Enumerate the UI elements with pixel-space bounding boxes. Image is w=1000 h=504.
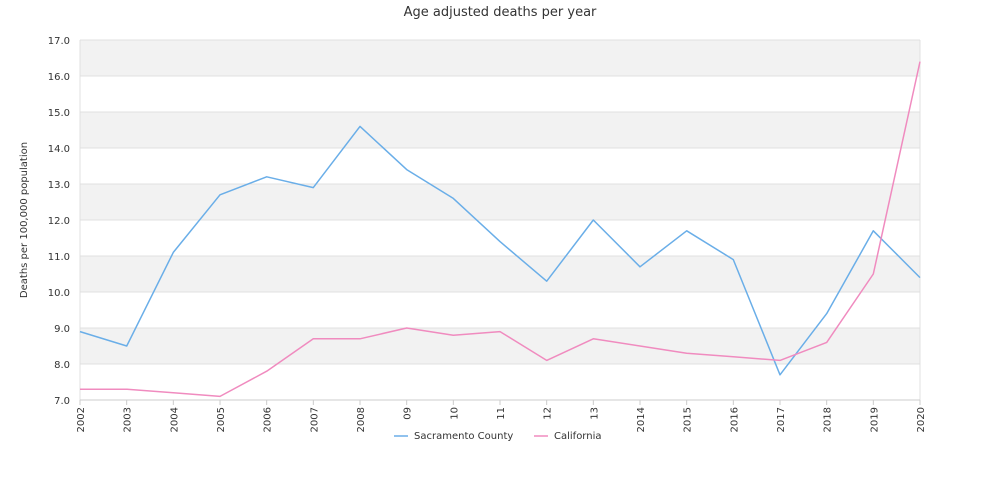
grid-band xyxy=(80,40,920,76)
y-tick-label: 15.0 xyxy=(48,108,70,119)
y-tick-label: 11.0 xyxy=(48,252,70,263)
series-line-sacramento-county xyxy=(79,125,921,376)
x-tick-label: 13 xyxy=(589,407,600,420)
x-tick-label: 2018 xyxy=(823,407,834,432)
x-tick-label: 2015 xyxy=(683,407,694,432)
series-lines xyxy=(79,61,921,398)
y-tick-label: 8.0 xyxy=(54,360,70,371)
grid-bands xyxy=(80,40,920,364)
y-tick-label: 10.0 xyxy=(48,288,70,299)
grid-band xyxy=(80,112,920,148)
legend-item[interactable]: California xyxy=(534,431,602,442)
x-tick-label: 2006 xyxy=(263,407,274,432)
x-tick-label: 2005 xyxy=(216,407,227,432)
x-tick-label: 11 xyxy=(496,407,507,420)
legend: Sacramento County California xyxy=(394,431,602,442)
x-tick-label: 2002 xyxy=(76,407,87,432)
y-tick-label: 16.0 xyxy=(48,72,70,83)
x-tick-label: 2008 xyxy=(356,407,367,432)
x-tick-label: 2017 xyxy=(776,407,787,432)
x-tick-label: 2019 xyxy=(869,407,880,432)
grid-band xyxy=(80,184,920,220)
grid-band xyxy=(80,256,920,292)
x-tick-label: 09 xyxy=(403,407,414,420)
grid-lines xyxy=(80,39,920,401)
y-tick-label: 13.0 xyxy=(48,180,70,191)
x-tick-label: 2020 xyxy=(916,407,927,432)
chart-title: Age adjusted deaths per year xyxy=(404,5,597,20)
x-tick-label: 2007 xyxy=(309,407,320,432)
y-tick-label: 17.0 xyxy=(48,36,70,47)
y-tick-label: 12.0 xyxy=(48,216,70,227)
y-tick-label: 9.0 xyxy=(54,324,70,335)
x-tick-label: 2016 xyxy=(729,407,740,432)
grid-band xyxy=(80,328,920,364)
series-line-california xyxy=(80,61,921,398)
legend-label: Sacramento County xyxy=(414,431,513,442)
x-tick-label: 12 xyxy=(543,407,554,420)
y-tick-label: 14.0 xyxy=(48,144,70,155)
y-axis-label: Deaths per 100,000 population xyxy=(19,142,30,298)
x-tick-label: 2003 xyxy=(123,407,134,432)
legend-label: California xyxy=(554,431,602,442)
legend-item[interactable]: Sacramento County xyxy=(394,431,513,442)
y-tick-label: 7.0 xyxy=(54,396,70,407)
x-tick-label: 10 xyxy=(449,407,460,420)
y-axis-ticks: 7.0 8.0 9.0 10.0 11.0 12.0 13.0 14.0 15.0 16.0 17.… xyxy=(48,36,70,407)
x-axis-ticks: 2002 2003 2004 2005 2006 2007 2008 09 10 11 12 13 20… xyxy=(76,400,927,432)
x-tick-label: 2004 xyxy=(169,407,180,432)
x-tick-label: 2014 xyxy=(636,407,647,432)
